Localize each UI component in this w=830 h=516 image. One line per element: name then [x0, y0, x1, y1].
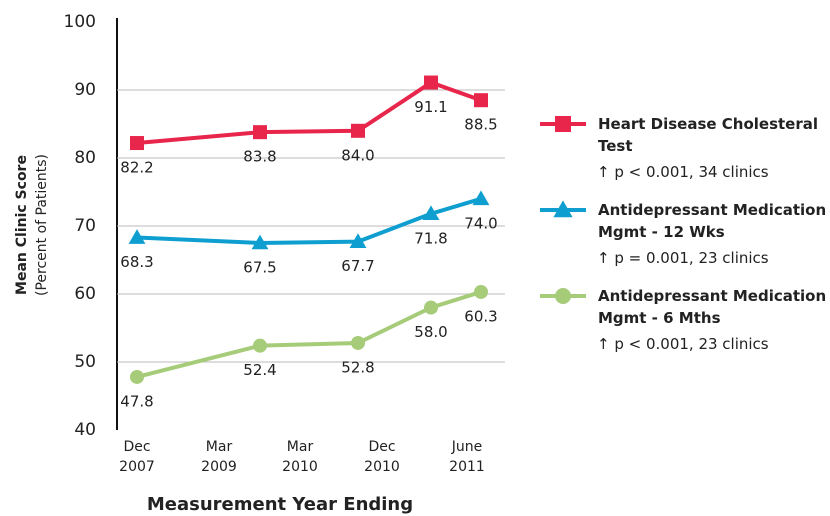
data-label: 88.5: [464, 116, 497, 134]
data-label: 47.8: [120, 392, 153, 410]
data-point: [253, 125, 267, 140]
y-axis-subtitle: (Percent of Patients): [34, 154, 50, 296]
y-tick-label: 70: [74, 216, 96, 236]
data-point: [472, 190, 490, 206]
legend-marker: [555, 288, 571, 304]
legend-note: ↑ p = 0.001, 23 clinics: [597, 249, 769, 267]
x-tick-label: June 2011: [449, 439, 485, 475]
x-tick-label: Dec 2010: [364, 439, 400, 475]
data-label: 68.3: [120, 253, 153, 271]
data-label: 67.7: [341, 257, 374, 275]
x-tick-label: Mar 2009: [201, 439, 237, 475]
x-tick-label: Dec 2007: [119, 439, 155, 475]
legend-label: Heart Disease Cholesteral Test: [598, 115, 819, 155]
y-tick-label: 100: [64, 12, 96, 32]
y-tick-label: 40: [74, 420, 96, 440]
data-point: [474, 284, 488, 299]
legend-note: ↑ p < 0.001, 34 clinics: [597, 163, 769, 181]
legend-label: Antidepressant Medication Mgmt - 6 Mths: [598, 287, 827, 327]
data-label: 82.2: [120, 159, 153, 177]
data-label: 91.1: [414, 98, 447, 116]
data-label: 60.3: [464, 307, 497, 325]
data-point: [130, 369, 144, 384]
data-label: 58.0: [414, 323, 447, 341]
data-label: 52.4: [243, 361, 276, 379]
data-point: [351, 123, 365, 138]
data-point: [130, 136, 144, 151]
data-label: 83.8: [243, 148, 276, 166]
data-point: [128, 229, 146, 244]
data-point: [351, 335, 365, 350]
data-label: 84.0: [341, 146, 374, 164]
data-label: 67.5: [243, 259, 276, 277]
legend-label: Antidepressant Medication Mgmt - 12 Wks: [598, 201, 827, 241]
data-label: 52.8: [341, 358, 374, 376]
y-tick-label: 50: [74, 352, 96, 372]
x-tick-label: Mar 2010: [282, 439, 318, 475]
data-point: [251, 234, 269, 250]
data-point: [424, 300, 438, 315]
legend-note: ↑ p < 0.001, 23 clinics: [597, 335, 769, 353]
legend-marker: [553, 200, 573, 218]
data-point: [424, 75, 438, 90]
x-axis-title: Measurement Year Ending: [147, 494, 413, 515]
y-tick-label: 80: [74, 148, 96, 168]
data-point: [422, 205, 440, 221]
data-point: [253, 338, 267, 353]
y-axis-title: Mean Clinic Score: [14, 155, 30, 295]
data-label: 71.8: [414, 229, 447, 247]
data-label: 74.0: [464, 214, 497, 232]
legend-marker: [555, 116, 571, 132]
data-point: [474, 93, 488, 108]
data-point: [349, 233, 367, 248]
y-tick-label: 90: [74, 80, 96, 100]
y-tick-label: 60: [74, 284, 96, 304]
